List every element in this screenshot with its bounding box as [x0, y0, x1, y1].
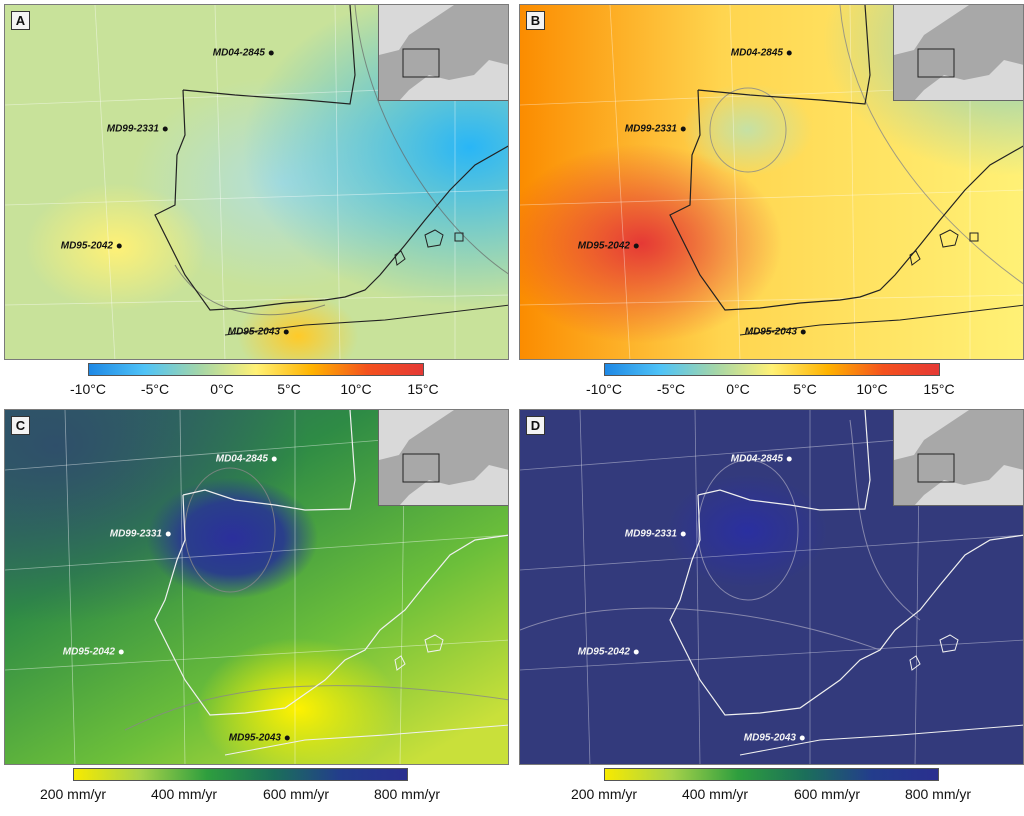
precipitation-legend-left: 200 mm/yr 400 mm/yr 600 mm/yr 800 mm/yr — [40, 768, 440, 814]
legend-tick: 800 mm/yr — [373, 786, 441, 802]
temperature-colorbar — [88, 363, 424, 376]
precipitation-colorbar — [604, 768, 939, 781]
map-panel-b: B MD04-2845 MD99-2331 MD95-2042 MD95-204… — [519, 4, 1024, 360]
temperature-legend-right: -10°C -5°C 0°C 5°C 10°C 15°C — [586, 363, 955, 409]
site-label: MD99-2331 — [625, 124, 686, 135]
precipitation-map-d — [520, 410, 1023, 764]
legend-tick: -10°C — [586, 381, 622, 397]
legend-tick: 800 mm/yr — [904, 786, 972, 802]
panel-letter: A — [11, 11, 30, 30]
site-label: MD95-2042 — [61, 241, 122, 252]
legend-tick: 400 mm/yr — [681, 786, 749, 802]
legend-tick: 15°C — [923, 381, 955, 397]
legend-tick: 0°C — [210, 381, 234, 397]
europe-inset-map — [378, 5, 508, 101]
legend-tick: 200 mm/yr — [39, 786, 107, 802]
legend-tick: 10°C — [340, 381, 372, 397]
map-panel-a: A MD04-2845 MD99-2331 MD95-2042 MD95-204… — [4, 4, 509, 360]
site-label: MD99-2331 — [625, 529, 686, 540]
legend-tick: -5°C — [140, 381, 170, 397]
site-label: MD99-2331 — [110, 529, 171, 540]
site-label: MD04-2845 — [731, 454, 792, 465]
panel-letter: B — [526, 11, 545, 30]
europe-inset-map — [378, 410, 508, 506]
precipitation-legend-right: 200 mm/yr 400 mm/yr 600 mm/yr 800 mm/yr — [571, 768, 971, 814]
legend-tick: 5°C — [277, 381, 301, 397]
site-label: MD99-2331 — [107, 124, 168, 135]
legend-tick: 600 mm/yr — [793, 786, 861, 802]
legend-tick: 15°C — [407, 381, 439, 397]
legend-tick: -5°C — [656, 381, 686, 397]
site-label: MD95-2043 — [228, 327, 289, 338]
site-label: MD95-2043 — [229, 733, 290, 744]
panel-letter: C — [11, 416, 30, 435]
inset-outline — [379, 5, 508, 100]
legend-tick: -10°C — [70, 381, 106, 397]
inset-outline — [894, 5, 1023, 100]
panel-letter: D — [526, 416, 545, 435]
site-label: MD95-2042 — [578, 647, 639, 658]
europe-inset-map — [893, 5, 1023, 101]
temperature-colorbar — [604, 363, 940, 376]
legend-tick: 600 mm/yr — [262, 786, 330, 802]
map-panel-d: D MD04-2845 MD99-2331 MD95-2042 MD95-204… — [519, 409, 1024, 765]
legend-tick: 10°C — [856, 381, 888, 397]
inset-outline — [894, 410, 1023, 505]
inset-outline — [379, 410, 508, 505]
site-label: MD04-2845 — [216, 454, 277, 465]
precipitation-colorbar — [73, 768, 408, 781]
legend-tick: 200 mm/yr — [570, 786, 638, 802]
temperature-legend-left: -10°C -5°C 0°C 5°C 10°C 15°C — [70, 363, 439, 409]
map-panel-c: C MD04-2845 MD99-2331 MD95-2042 MD95-204… — [4, 409, 509, 765]
site-label: MD95-2042 — [63, 647, 124, 658]
europe-inset-map — [893, 410, 1023, 506]
site-label: MD04-2845 — [213, 48, 274, 59]
legend-tick: 0°C — [726, 381, 750, 397]
site-label: MD95-2043 — [744, 733, 805, 744]
legend-tick: 400 mm/yr — [150, 786, 218, 802]
legend-tick: 5°C — [793, 381, 817, 397]
site-label: MD95-2043 — [745, 327, 806, 338]
site-label: MD95-2042 — [578, 241, 639, 252]
site-label: MD04-2845 — [731, 48, 792, 59]
